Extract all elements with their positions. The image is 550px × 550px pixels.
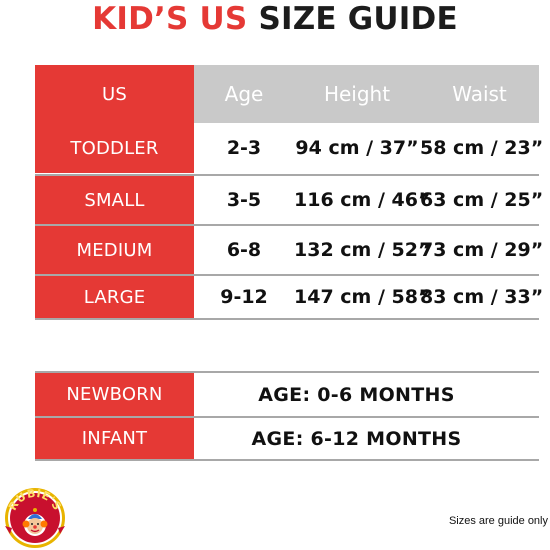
header-gray-band: Age Height Waist — [194, 65, 539, 123]
row-divider — [35, 416, 539, 418]
row-size-label: INFANT — [35, 418, 194, 459]
table-header-row: US Age Height Waist — [35, 65, 539, 123]
row-age-range: AGE: 0-6 MONTHS — [258, 383, 455, 406]
row-size-label: NEWBORN — [35, 373, 194, 416]
table-row-newborn: NEWBORN AGE: 0-6 MONTHS — [35, 373, 539, 416]
table-row-toddler: TODDLER 2-3 94 cm / 37” 58 cm / 23” — [35, 123, 544, 173]
page-title: KID’S US SIZE GUIDE — [0, 0, 550, 38]
header-height: Height — [323, 82, 391, 106]
row-size-label: TODDLER — [35, 123, 194, 173]
row-divider — [35, 224, 539, 226]
size-table: US Age Height Waist TODDLER 2-3 94 cm / … — [35, 65, 544, 320]
row-height: 94 cm / 37” — [295, 137, 419, 159]
row-age: 2-3 — [226, 137, 262, 159]
table-row-large: LARGE 9-12 147 cm / 58” 83 cm / 33” — [35, 276, 544, 318]
row-age: 9-12 — [220, 286, 268, 308]
row-waist: 83 cm / 33” — [420, 286, 544, 308]
row-age-range: AGE: 6-12 MONTHS — [251, 427, 462, 450]
row-waist: 73 cm / 29” — [420, 239, 544, 261]
table-row-infant: INFANT AGE: 6-12 MONTHS — [35, 418, 539, 459]
table-row-small: SMALL 3-5 116 cm / 46” 63 cm / 25” — [35, 176, 544, 224]
header-us: US — [35, 65, 194, 123]
clown-face-icon — [22, 508, 48, 534]
table-bottom-rule — [35, 459, 539, 461]
table-row-medium: MEDIUM 6-8 132 cm / 52” 73 cm / 29” — [35, 226, 544, 274]
footer-note: Sizes are guide only — [448, 515, 548, 527]
row-divider — [35, 174, 539, 176]
header-waist: Waist — [452, 82, 507, 106]
row-height: 116 cm / 46” — [294, 189, 431, 211]
logo-ribbon-left — [5, 526, 12, 534]
row-age: 6-8 — [226, 239, 262, 261]
row-height: 147 cm / 58” — [294, 286, 431, 308]
table-bottom-rule — [35, 318, 539, 320]
row-size-label: MEDIUM — [35, 226, 194, 274]
row-size-label: SMALL — [35, 176, 194, 224]
row-divider — [35, 274, 539, 276]
row-waist: 63 cm / 25” — [420, 189, 544, 211]
infant-table: NEWBORN AGE: 0-6 MONTHS INFANT AGE: 6-12… — [35, 371, 539, 461]
logo-ribbon-right — [58, 526, 65, 534]
row-waist: 58 cm / 23” — [420, 137, 544, 159]
table-top-rule — [35, 371, 539, 373]
header-age: Age — [224, 82, 264, 106]
row-age: 3-5 — [226, 189, 262, 211]
title-part-kids-us: KID’S US — [92, 1, 248, 37]
rubies-logo: RUBIE'S — [5, 487, 65, 548]
row-size-label: LARGE — [35, 276, 194, 318]
title-part-size-guide: SIZE GUIDE — [258, 1, 458, 37]
row-height: 132 cm / 52” — [294, 239, 431, 261]
